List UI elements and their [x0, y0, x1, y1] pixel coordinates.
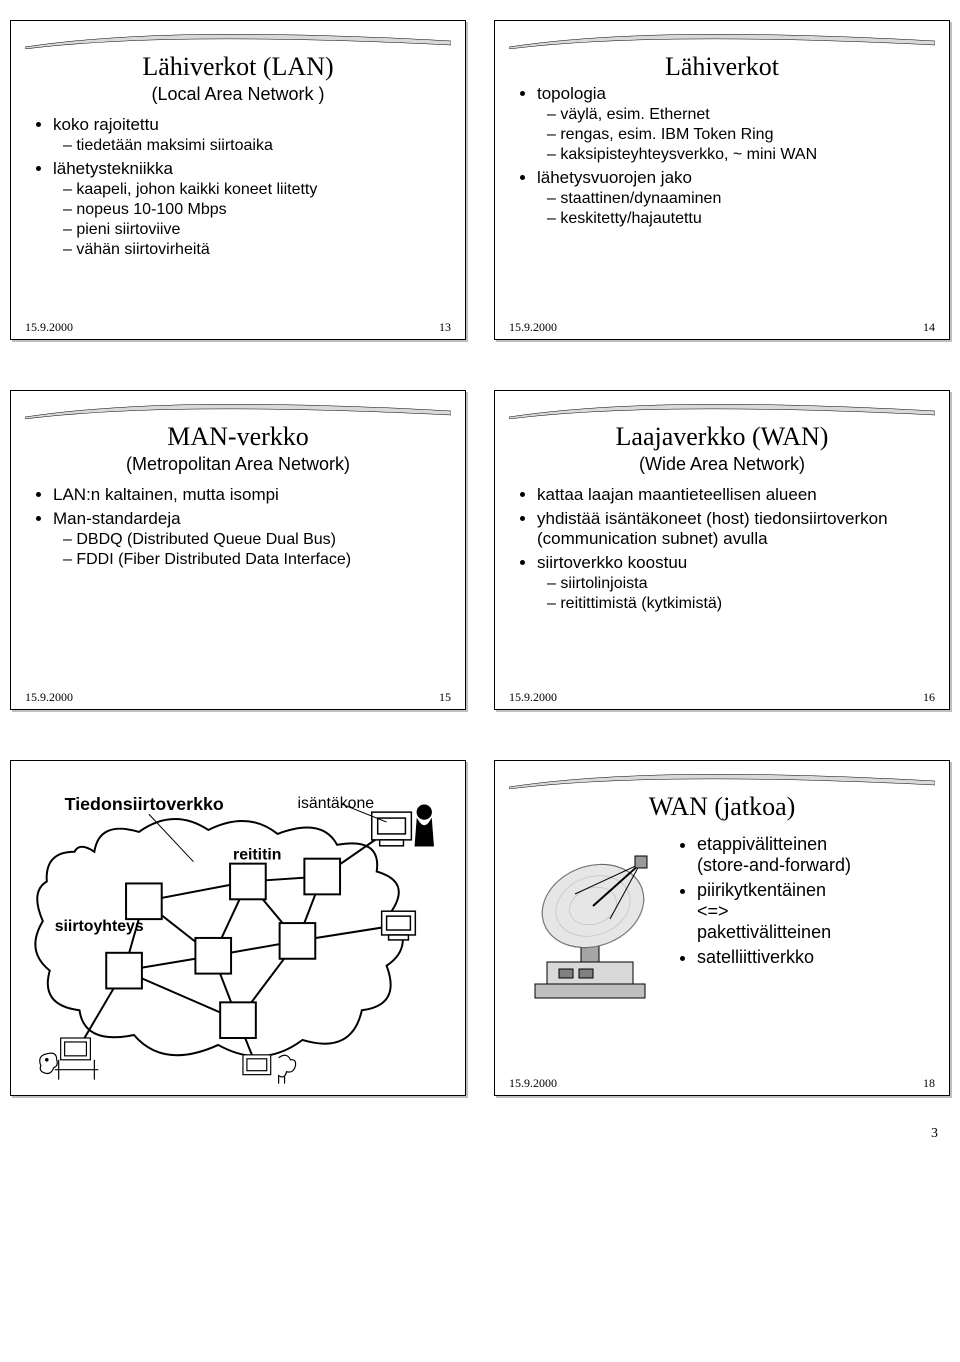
bullet-text: etappivälitteinen (store-and-forward)	[697, 834, 929, 876]
sub-bullet: pieni siirtoviive	[63, 221, 445, 239]
swoosh-decoration	[509, 31, 935, 49]
sub-bullet: keskitetty/hajautettu	[547, 210, 929, 228]
sub-bullet: siirtolinjoista	[547, 575, 929, 593]
slide-network-diagram: Tiedonsiirtoverkko isäntäkone siirtoyhte…	[10, 760, 466, 1096]
sub-bullet: nopeus 10-100 Mbps	[63, 201, 445, 219]
bullet-text: siirtoverkko koostuu	[537, 553, 687, 572]
slide-content: koko rajoitettu tiedetään maksimi siirto…	[25, 115, 451, 316]
footer-date: 15.9.2000	[25, 690, 73, 705]
footer-page: 13	[439, 320, 451, 335]
slide-wan: Laajaverkko (WAN) (Wide Area Network) ka…	[494, 390, 950, 710]
bullet-text: Man-standardeja	[53, 509, 181, 528]
footer-page: 18	[923, 1076, 935, 1091]
slide-man: MAN-verkko (Metropolitan Area Network) L…	[10, 390, 466, 710]
slide-content: etappivälitteinen (store-and-forward) pi…	[509, 824, 935, 1072]
label-link: siirtoyhteys	[55, 918, 144, 935]
sub-bullet: rengas, esim. IBM Token Ring	[547, 126, 929, 144]
slides-grid: Lähiverkot (LAN) (Local Area Network ) k…	[10, 20, 950, 1096]
footer-date: 15.9.2000	[509, 320, 557, 335]
bullet-text: koko rajoitettu	[53, 115, 159, 134]
footer-page: 14	[923, 320, 935, 335]
slide-footer: 15.9.2000 15	[25, 686, 451, 705]
sub-bullet: kaapeli, johon kaikki koneet liitetty	[63, 181, 445, 199]
swoosh-decoration	[25, 401, 451, 419]
slide-subtitle: (Wide Area Network)	[509, 454, 935, 475]
sub-bullet: staattinen/dynaaminen	[547, 190, 929, 208]
sub-bullet: reitittimistä (kytkimistä)	[547, 595, 929, 613]
slide-subtitle: (Local Area Network )	[25, 84, 451, 105]
label-network: Tiedonsiirtoverkko	[65, 794, 224, 814]
slide-title: Lähiverkot (LAN)	[25, 53, 451, 82]
slide-title: WAN (jatkoa)	[509, 793, 935, 822]
label-host: isäntäkone	[297, 795, 374, 812]
bullet-text: kattaa laajan maantieteellisen alueen	[537, 485, 929, 505]
satellite-dish-icon	[515, 834, 665, 1072]
label-router: reititin	[233, 847, 281, 864]
slide-title: Lähiverkot	[509, 53, 935, 82]
sub-bullet: tiedetään maksimi siirtoaika	[63, 137, 445, 155]
slide-lan: Lähiverkot (LAN) (Local Area Network ) k…	[10, 20, 466, 340]
footer-date: 15.9.2000	[509, 690, 557, 705]
swoosh-decoration	[509, 771, 935, 789]
slide-title: MAN-verkko	[25, 423, 451, 452]
host-icon	[372, 805, 433, 846]
sub-bullet: vähän siirtovirheitä	[63, 241, 445, 259]
footer-page: 15	[439, 690, 451, 705]
sub-bullet: kaksipisteyhteysverkko, ~ mini WAN	[547, 146, 929, 164]
bullet-text: yhdistää isäntäkoneet (host) tiedonsiirt…	[537, 509, 929, 549]
footer-page: 16	[923, 690, 935, 705]
sub-bullet: FDDI (Fiber Distributed Data Interface)	[63, 551, 445, 569]
slide-subtitle: (Metropolitan Area Network)	[25, 454, 451, 475]
sub-bullet: DBDQ (Distributed Queue Dual Bus)	[63, 531, 445, 549]
bullet-text: satelliittiverkko	[697, 947, 929, 968]
slide-footer: 15.9.2000 18	[509, 1072, 935, 1091]
swoosh-decoration	[509, 401, 935, 419]
sub-bullet: väylä, esim. Ethernet	[547, 106, 929, 124]
slide-content: topologia väylä, esim. Ethernet rengas, …	[509, 84, 935, 316]
footer-date: 15.9.2000	[25, 320, 73, 335]
slide-content: LAN:n kaltainen, mutta isompi Man-standa…	[25, 485, 451, 686]
slide-footer: 15.9.2000 16	[509, 686, 935, 705]
footer-date: 15.9.2000	[509, 1076, 557, 1091]
bullet-text: piirikytkentäinen <=> pakettivälitteinen	[697, 880, 929, 943]
slide-footer: 15.9.2000 14	[509, 316, 935, 335]
bullet-text: LAN:n kaltainen, mutta isompi	[53, 485, 445, 505]
slide-title: Laajaverkko (WAN)	[509, 423, 935, 452]
page-number: 3	[10, 1126, 950, 1142]
slide-content: kattaa laajan maantieteellisen alueen yh…	[509, 485, 935, 686]
bullet-text: topologia	[537, 84, 606, 103]
network-diagram-svg: Tiedonsiirtoverkko isäntäkone siirtoyhte…	[25, 771, 451, 1091]
bullet-text: lähetystekniikka	[53, 159, 173, 178]
swoosh-decoration	[25, 31, 451, 49]
slide-wan-cont: WAN (jatkoa)	[494, 760, 950, 1096]
slide-lahiverkot: Lähiverkot topologia väylä, esim. Ethern…	[494, 20, 950, 340]
bullet-text: lähetysvuorojen jako	[537, 168, 692, 187]
slide-footer: 15.9.2000 13	[25, 316, 451, 335]
